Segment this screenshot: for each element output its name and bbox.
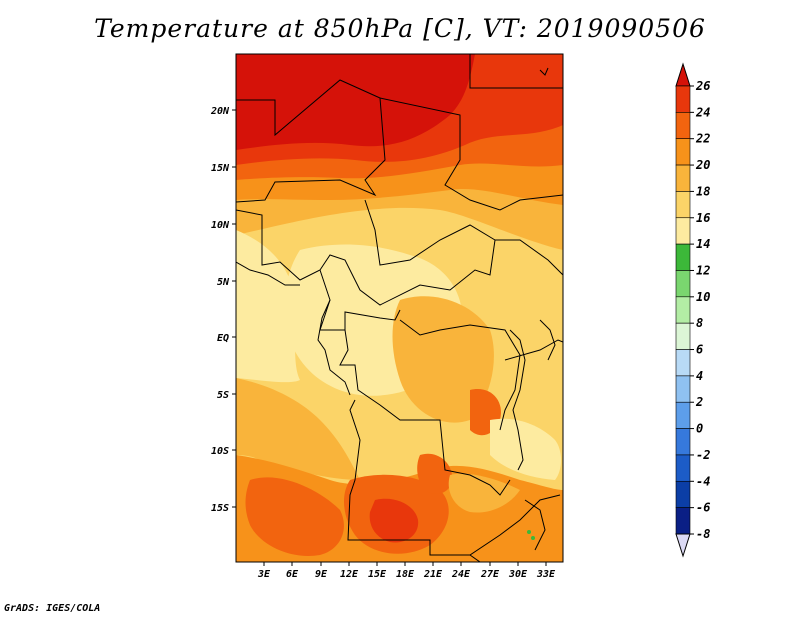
colorbar-label: -8 bbox=[696, 527, 710, 541]
colorbar-label: 20 bbox=[695, 158, 710, 172]
colorbar-swatch bbox=[675, 85, 691, 113]
map-frame bbox=[235, 53, 564, 563]
colorbar-top-triangle bbox=[675, 62, 691, 87]
lon-label: 9E bbox=[315, 569, 328, 580]
colorbar-label: -2 bbox=[696, 448, 710, 462]
colorbar-swatch bbox=[675, 191, 691, 219]
lon-label: 3E bbox=[257, 569, 271, 580]
temperature-field bbox=[236, 54, 563, 562]
colorbar-label: 16 bbox=[696, 211, 710, 225]
lon-label: 15E bbox=[368, 569, 387, 580]
colorbar-swatch bbox=[675, 349, 691, 377]
colorbar-label: -4 bbox=[696, 474, 710, 488]
colorbar-swatch bbox=[675, 322, 691, 350]
grads-credit: GrADS: IGES/COLA bbox=[4, 603, 101, 614]
lon-label: 18E bbox=[396, 569, 415, 580]
colorbar-label: 10 bbox=[696, 290, 710, 304]
colorbar-swatch bbox=[675, 217, 691, 245]
colorbar-swatch bbox=[675, 428, 691, 456]
colorbar-label: 4 bbox=[696, 369, 703, 383]
colorbar-label: 2 bbox=[695, 395, 703, 409]
lat-label: 20N bbox=[210, 106, 230, 117]
country-borders bbox=[236, 54, 563, 562]
colorbar-label: 18 bbox=[696, 184, 710, 198]
lon-label: 6E bbox=[286, 569, 299, 580]
longitude-axis: 3E 6E 9E 12E 15E 18E 21E 24E 27E 30E 33E bbox=[257, 562, 556, 580]
lat-label: 15N bbox=[211, 163, 230, 174]
colorbar-swatch bbox=[675, 270, 691, 298]
colorbar-bottom-triangle bbox=[675, 533, 691, 558]
lat-label: 5N bbox=[217, 277, 230, 288]
colorbar-swatch bbox=[675, 401, 691, 429]
lat-label: 5S bbox=[217, 390, 229, 401]
colorbar-label: 26 bbox=[695, 79, 710, 93]
colorbar-label: 14 bbox=[696, 237, 710, 251]
colorbar-swatch bbox=[675, 243, 691, 271]
colorbar-label: -6 bbox=[696, 501, 710, 515]
colorbar-label: 8 bbox=[696, 316, 703, 330]
colorbar-label: 0 bbox=[696, 422, 703, 436]
lon-label: 12E bbox=[340, 569, 359, 580]
colorbar-swatch bbox=[675, 454, 691, 482]
colorbar-label: 12 bbox=[696, 263, 710, 277]
colorbar-label: 6 bbox=[696, 343, 703, 357]
lat-label: EQ bbox=[217, 333, 229, 344]
chart-title: Temperature at 850hPa [C], VT: 201909050… bbox=[94, 14, 706, 43]
lon-label: 21E bbox=[423, 569, 443, 580]
lon-label: 24E bbox=[451, 569, 471, 580]
colorbar-swatch bbox=[675, 112, 691, 140]
colorbar-swatch bbox=[675, 375, 691, 403]
lat-label: 10N bbox=[211, 220, 230, 231]
colorbar-swatch bbox=[675, 480, 691, 508]
colorbar-swatch bbox=[675, 138, 691, 166]
colorbar-swatch bbox=[675, 507, 691, 535]
colorbar-swatch bbox=[675, 164, 691, 192]
lon-label: 33E bbox=[536, 569, 556, 580]
lon-label: 30E bbox=[508, 569, 528, 580]
colorbar-label: 22 bbox=[695, 132, 710, 146]
colorbar-swatch bbox=[675, 296, 691, 324]
lat-label: 10S bbox=[211, 446, 229, 457]
colorbar-label: 24 bbox=[695, 105, 710, 119]
latitude-axis: 20N 15N 10N 5N EQ 5S 10S 15S bbox=[210, 106, 236, 514]
lat-label: 15S bbox=[211, 503, 229, 514]
lon-label: 27E bbox=[480, 569, 500, 580]
